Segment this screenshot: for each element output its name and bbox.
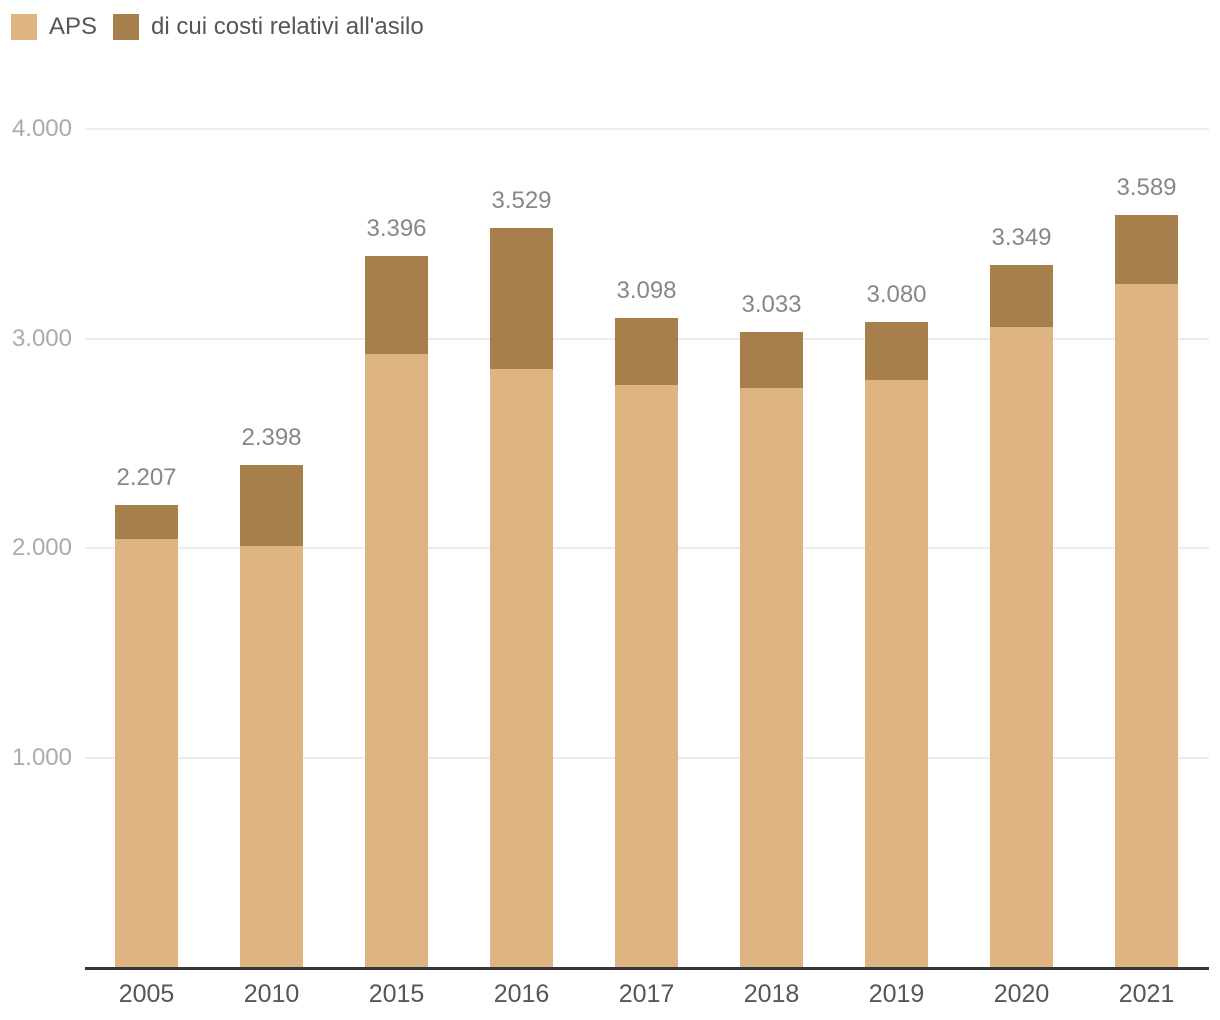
x-axis-tick-label-2016: 2016 <box>493 980 550 1008</box>
bar-segment-aps-2016[interactable] <box>490 369 553 967</box>
y-axis-tick-label: 2.000 <box>11 534 72 561</box>
bar-segment-aps-2017[interactable] <box>615 385 678 967</box>
legend: APS di cui costi relativi all'asilo <box>11 14 424 40</box>
asylum-costs-swatch-icon <box>113 14 140 40</box>
bar-2021[interactable] <box>1115 215 1178 967</box>
value-label-2015: 3.396 <box>366 214 427 242</box>
bar-segment-aps-2021[interactable] <box>1115 284 1178 967</box>
y-axis-tick-label: 1.000 <box>11 743 72 771</box>
bar-2018[interactable] <box>740 331 803 967</box>
x-axis-tick-label-2010: 2010 <box>243 980 300 1008</box>
bar-segment-aps-2015[interactable] <box>365 353 428 967</box>
legend-item-aps[interactable]: APS <box>11 14 97 40</box>
x-axis-tick-label-2015: 2015 <box>368 980 425 1008</box>
bar-2005[interactable] <box>115 504 178 967</box>
value-label-2017: 3.098 <box>616 276 677 304</box>
x-axis-tick-label-2005: 2005 <box>118 980 175 1008</box>
y-axis-tick-label: 3.000 <box>11 324 72 352</box>
bar-2016[interactable] <box>490 227 553 967</box>
bar-segment-aps-2018[interactable] <box>740 388 803 967</box>
bar-segment-asylum-costs-2017[interactable] <box>615 317 678 385</box>
aps-swatch-icon <box>11 14 37 40</box>
x-axis-tick-label-2018: 2018 <box>743 980 800 1008</box>
bar-segment-aps-2019[interactable] <box>865 380 928 967</box>
bar-segment-asylum-costs-2021[interactable] <box>1115 215 1178 285</box>
x-axis-tick-label-2020: 2020 <box>993 980 1050 1008</box>
bar-segment-aps-2020[interactable] <box>990 327 1053 967</box>
bar-segment-asylum-costs-2015[interactable] <box>365 255 428 354</box>
x-axis-tick-label-2017: 2017 <box>618 980 675 1008</box>
value-label-2016: 3.529 <box>491 186 552 214</box>
value-label-2019: 3.080 <box>866 280 927 308</box>
value-label-2020: 3.349 <box>991 224 1052 252</box>
value-label-2018: 3.033 <box>741 290 802 318</box>
x-axis-line <box>85 967 1209 970</box>
bar-segment-asylum-costs-2019[interactable] <box>865 321 928 381</box>
x-axis-tick-label-2021: 2021 <box>1118 980 1175 1008</box>
legend-label-asylum-costs: di cui costi relativi all'asilo <box>151 13 424 40</box>
bar-2019[interactable] <box>865 321 928 967</box>
bar-segment-aps-2005[interactable] <box>115 539 178 967</box>
bar-2010[interactable] <box>240 464 303 967</box>
bar-segment-asylum-costs-2020[interactable] <box>990 265 1053 328</box>
bar-2020[interactable] <box>990 265 1053 967</box>
gridline-4000 <box>85 128 1209 130</box>
legend-item-asylum-costs[interactable]: di cui costi relativi all'asilo <box>113 14 424 40</box>
value-label-2021: 3.589 <box>1116 174 1177 202</box>
bar-2017[interactable] <box>615 317 678 967</box>
value-label-2010: 2.398 <box>241 423 302 451</box>
bar-segment-aps-2010[interactable] <box>240 545 303 967</box>
bar-segment-asylum-costs-2005[interactable] <box>115 504 178 540</box>
value-label-2005: 2.207 <box>116 463 177 491</box>
x-axis-tick-label-2019: 2019 <box>868 980 925 1008</box>
bar-2015[interactable] <box>365 255 428 967</box>
legend-label-aps: APS <box>49 13 98 40</box>
bar-segment-asylum-costs-2010[interactable] <box>240 464 303 546</box>
bar-segment-asylum-costs-2016[interactable] <box>490 227 553 370</box>
bar-segment-asylum-costs-2018[interactable] <box>740 331 803 389</box>
y-axis-tick-label: 4.000 <box>11 115 72 142</box>
